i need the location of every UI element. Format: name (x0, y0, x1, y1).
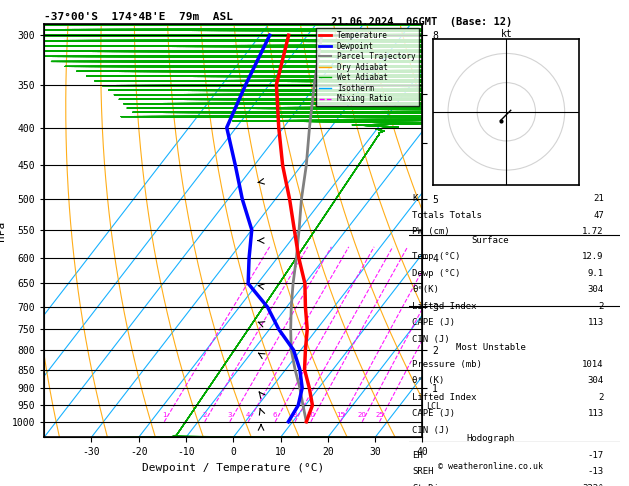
Text: 304: 304 (587, 285, 604, 295)
Text: CIN (J): CIN (J) (412, 426, 450, 435)
Text: 25: 25 (375, 412, 384, 417)
Text: 9.1: 9.1 (587, 269, 604, 278)
Text: 4: 4 (246, 412, 250, 417)
Text: Pressure (mb): Pressure (mb) (412, 360, 482, 369)
Text: 1014: 1014 (582, 360, 604, 369)
X-axis label: kt: kt (501, 30, 512, 39)
Text: 2: 2 (598, 302, 604, 311)
Text: 21.06.2024  06GMT  (Base: 12): 21.06.2024 06GMT (Base: 12) (331, 17, 512, 27)
Text: 8: 8 (292, 412, 298, 417)
Text: θᵉ(K): θᵉ(K) (412, 285, 439, 295)
Text: 1.72: 1.72 (582, 227, 604, 237)
Text: -17: -17 (587, 451, 604, 460)
Text: SREH: SREH (412, 467, 433, 476)
Text: 3: 3 (228, 412, 232, 417)
Text: Lifted Index: Lifted Index (412, 302, 477, 311)
Text: 47: 47 (593, 211, 604, 220)
Text: 6: 6 (273, 412, 277, 417)
Text: 2: 2 (203, 412, 207, 417)
Text: -37°00'S  174°4B'E  79m  ASL: -37°00'S 174°4B'E 79m ASL (44, 12, 233, 22)
Text: Totals Totals: Totals Totals (412, 211, 482, 220)
Text: Surface: Surface (472, 236, 509, 245)
Text: LCL: LCL (426, 402, 442, 412)
Text: 304: 304 (587, 376, 604, 385)
Text: Dewp (°C): Dewp (°C) (412, 269, 460, 278)
Text: 113: 113 (587, 409, 604, 418)
Text: 1: 1 (162, 412, 167, 417)
Text: -13: -13 (587, 467, 604, 476)
Text: StmDir: StmDir (412, 484, 444, 486)
Text: © weatheronline.co.uk: © weatheronline.co.uk (438, 462, 543, 471)
Text: Hodograph: Hodograph (467, 434, 515, 443)
Text: 2: 2 (598, 393, 604, 402)
Text: 332°: 332° (582, 484, 604, 486)
Y-axis label: hPa: hPa (0, 221, 6, 241)
Text: 12.9: 12.9 (582, 252, 604, 261)
Text: 15: 15 (336, 412, 345, 417)
Text: 113: 113 (587, 318, 604, 328)
Text: θᵉ (K): θᵉ (K) (412, 376, 444, 385)
Text: Most Unstable: Most Unstable (455, 343, 526, 352)
X-axis label: Dewpoint / Temperature (°C): Dewpoint / Temperature (°C) (142, 463, 325, 473)
Text: Temp (°C): Temp (°C) (412, 252, 460, 261)
Legend: Temperature, Dewpoint, Parcel Trajectory, Dry Adiabat, Wet Adiabat, Isotherm, Mi: Temperature, Dewpoint, Parcel Trajectory… (316, 28, 418, 106)
Text: 10: 10 (306, 412, 315, 417)
Text: 20: 20 (358, 412, 367, 417)
Text: 21: 21 (593, 194, 604, 204)
Text: CAPE (J): CAPE (J) (412, 318, 455, 328)
Text: Lifted Index: Lifted Index (412, 393, 477, 402)
Text: CIN (J): CIN (J) (412, 335, 450, 344)
Text: EH: EH (412, 451, 423, 460)
Text: PW (cm): PW (cm) (412, 227, 450, 237)
Text: CAPE (J): CAPE (J) (412, 409, 455, 418)
Text: K: K (412, 194, 418, 204)
